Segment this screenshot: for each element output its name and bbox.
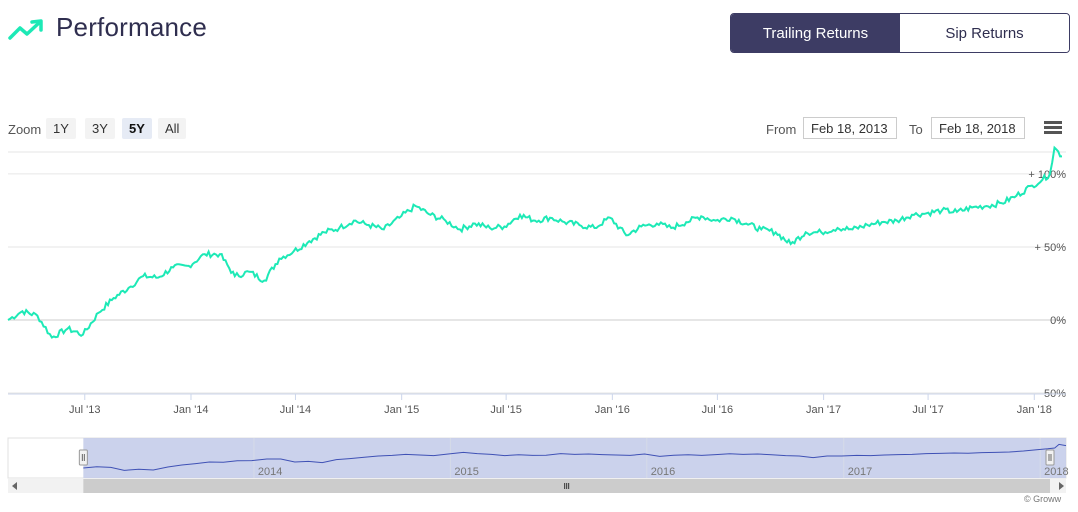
zoom-label: Zoom — [8, 122, 42, 137]
x-tick-label: Jul '13 — [69, 404, 100, 416]
chart-toolbar: Zoom 1Y 3Y 5Y All From Feb 18, 2013 To F… — [0, 116, 1078, 142]
y-tick-label: 0% — [1050, 315, 1066, 327]
navigator-right-handle[interactable] — [1045, 449, 1055, 466]
y-tick-label: + 100% — [1028, 169, 1066, 181]
chart-menu-icon[interactable] — [1044, 121, 1062, 135]
from-date-input[interactable]: Feb 18, 2013 — [803, 117, 897, 139]
performance-series-line — [7, 145, 1062, 339]
x-tick-label: Jan '17 — [806, 404, 841, 416]
zoom-all-button[interactable]: All — [158, 118, 187, 139]
navigator-left-handle[interactable] — [78, 449, 88, 466]
navigator-label: 2016 — [651, 466, 675, 478]
zoom-1y-button[interactable]: 1Y — [46, 118, 76, 139]
to-date-input[interactable]: Feb 18, 2018 — [931, 117, 1025, 139]
navigator: 2014 2015 2016 2017 2018 — [7, 437, 1069, 493]
tab-trailing-returns[interactable]: Trailing Returns — [731, 14, 900, 52]
x-tick-label: Jul '16 — [702, 404, 733, 416]
from-label: From — [766, 122, 797, 137]
gridlines — [8, 173, 1066, 394]
scroll-left-arrow-icon[interactable] — [12, 482, 17, 490]
navigator-label: 2014 — [258, 466, 282, 478]
x-tick-label: Jan '16 — [595, 404, 630, 416]
x-tick-label: Jan '18 — [1017, 404, 1052, 416]
zoom-5y-button[interactable]: 5Y — [122, 118, 152, 139]
performance-header: Performance Trailing Returns Sip Returns — [0, 0, 1078, 60]
x-tick-label: Jan '14 — [173, 404, 208, 416]
x-tick-label: Jul '14 — [280, 404, 311, 416]
y-axis-labels: -50% 0% + 50% + 100% — [1028, 169, 1066, 400]
zoom-3y-button[interactable]: 3Y — [85, 118, 115, 139]
x-tick-label: Jan '15 — [384, 404, 419, 416]
x-tick-label: Jul '15 — [490, 404, 521, 416]
returns-toggle: Trailing Returns Sip Returns — [730, 13, 1070, 53]
navigator-selected-range — [83, 438, 1066, 478]
navigator-line — [83, 443, 1067, 471]
scrollbar-thumb[interactable] — [83, 479, 1050, 493]
y-tick-label: -50% — [1040, 388, 1066, 400]
navigator-label: 2018 — [1044, 466, 1068, 478]
x-tick-label: Jul '17 — [912, 404, 943, 416]
scroll-right-arrow-icon[interactable] — [1059, 482, 1064, 490]
y-tick-label: + 50% — [1035, 242, 1067, 254]
navigator-background — [7, 437, 1067, 479]
navigator-label: 2015 — [454, 466, 478, 478]
credit-text: © Groww — [1024, 494, 1062, 504]
tab-sip-returns[interactable]: Sip Returns — [900, 14, 1069, 52]
page-title: Performance — [56, 12, 208, 42]
to-label: To — [909, 122, 923, 137]
navigator-label: 2017 — [848, 466, 872, 478]
trending-up-icon — [8, 19, 43, 40]
x-axis: Jul '13 Jan '14 Jul '14 Jan '15 Jul '15 Jan '… — [8, 393, 1066, 416]
scrollbar-track — [8, 479, 1066, 493]
